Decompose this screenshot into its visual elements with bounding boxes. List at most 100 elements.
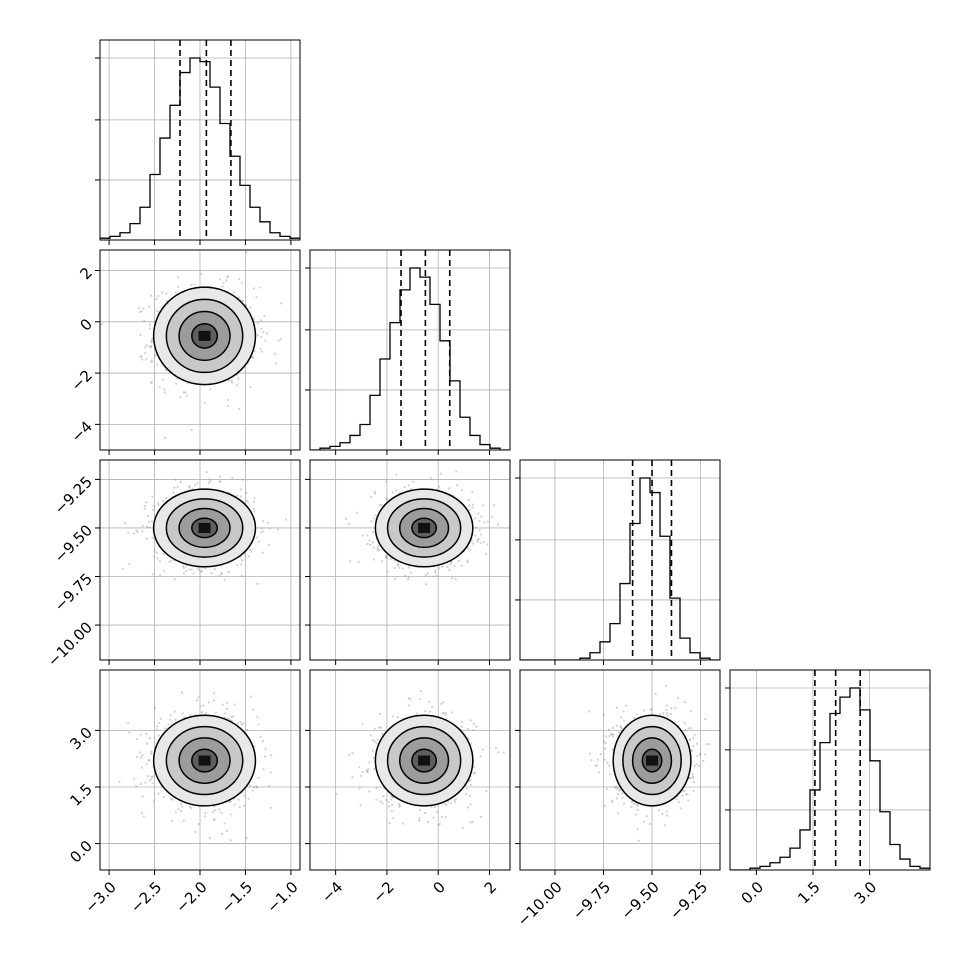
scatter-point <box>465 787 468 790</box>
scatter-point <box>237 798 240 801</box>
scatter-point <box>374 514 377 517</box>
scatter-point <box>612 733 615 736</box>
y-tick-label: −9.25 <box>51 473 96 518</box>
scatter-point <box>359 804 362 807</box>
contour-line <box>191 748 219 773</box>
scatter-point <box>665 704 668 707</box>
scatter-point <box>253 496 256 500</box>
x-tick-label: −4 <box>318 878 346 906</box>
scatter-point <box>150 294 153 297</box>
scatter-point <box>145 344 149 347</box>
scatter-point <box>140 354 143 358</box>
scatter-point <box>138 310 141 314</box>
scatter-point <box>377 548 381 551</box>
density-panel-2-0: −10.00−9.75−9.50−9.25 <box>44 459 301 670</box>
x-tick-label: 2 <box>481 878 500 897</box>
histogram-step <box>520 477 720 660</box>
scatter-point <box>446 565 449 568</box>
contour-line <box>374 488 474 568</box>
scatter-point <box>617 812 620 815</box>
contour-line <box>165 298 244 374</box>
scatter-point <box>466 806 470 809</box>
scatter-point <box>373 517 376 520</box>
scatter-point <box>469 803 472 806</box>
scatter-point <box>695 763 698 766</box>
scatter-point <box>475 725 478 728</box>
scatter-point <box>395 489 398 492</box>
scatter-point <box>630 805 633 809</box>
panel-contents <box>310 250 510 450</box>
scatter-point <box>150 337 154 341</box>
scatter-point <box>409 571 413 574</box>
scatter-point <box>175 382 178 385</box>
density-peak <box>198 522 211 533</box>
scatter-point <box>468 509 471 512</box>
scatter-point <box>481 748 484 751</box>
scatter-point <box>693 733 696 736</box>
scatter-point <box>246 728 249 732</box>
scatter-point <box>177 276 180 279</box>
scatter-point <box>378 712 381 715</box>
scatter-point <box>377 545 380 548</box>
scatter-point <box>485 790 488 793</box>
scatter-point <box>477 537 480 541</box>
scatter-point <box>477 512 480 515</box>
scatter-point <box>372 739 375 742</box>
scatter-point <box>391 715 394 718</box>
scatter-point <box>145 525 149 528</box>
scatter-point <box>279 302 283 305</box>
scatter-point <box>157 734 160 737</box>
scatter-point <box>145 358 148 361</box>
scatter-point <box>174 291 177 294</box>
scatter-point <box>255 296 258 299</box>
scatter-point <box>268 527 271 530</box>
scatter-point <box>372 531 375 534</box>
scatter-point <box>368 539 371 542</box>
scatter-point <box>236 384 239 387</box>
scatter-point <box>153 549 156 552</box>
scatter-point <box>212 692 216 695</box>
scatter-point <box>181 712 184 715</box>
scatter-point <box>471 503 475 506</box>
scatter-point <box>247 501 250 504</box>
scatter-point <box>127 531 130 534</box>
scatter-point <box>279 338 282 341</box>
scatter-point <box>180 809 183 813</box>
scatter-point <box>384 555 387 559</box>
scatter-point <box>492 504 496 507</box>
scatter-point <box>496 523 500 526</box>
scatter-point <box>620 716 623 719</box>
scatter-point <box>453 565 456 568</box>
contour-line <box>191 517 219 539</box>
scatter-point <box>189 714 192 717</box>
scatter-point <box>225 707 229 711</box>
scatter-point <box>150 339 153 343</box>
scatter-point <box>366 534 369 537</box>
scatter-point <box>241 478 244 481</box>
scatter-point <box>466 559 469 562</box>
y-tick-label: 1.5 <box>66 780 96 810</box>
contour-line <box>398 737 450 784</box>
scatter-point <box>274 352 277 355</box>
scatter-point <box>133 777 136 781</box>
scatter-point <box>380 503 383 507</box>
scatter-point <box>366 770 369 773</box>
scatter-point <box>171 798 174 801</box>
density-panel-3-2: −10.00 −9.75 −9.50 −9.25 <box>514 669 721 930</box>
scatter-point <box>204 712 207 715</box>
scatter-point <box>141 358 144 361</box>
contour-line <box>386 498 462 558</box>
scatter-point <box>197 696 200 699</box>
scatter-point <box>359 774 362 777</box>
scatter-point <box>252 508 255 511</box>
scatter-point <box>471 820 474 824</box>
scatter-point <box>220 572 224 575</box>
scatter-point <box>437 824 440 827</box>
scatter-point <box>147 759 151 762</box>
scatter-point <box>455 797 458 800</box>
x-tick-label: −2.0 <box>172 878 210 916</box>
scatter-point <box>190 807 193 810</box>
scatter-point <box>396 716 400 719</box>
scatter-point <box>480 515 483 518</box>
scatter-point <box>203 401 206 404</box>
